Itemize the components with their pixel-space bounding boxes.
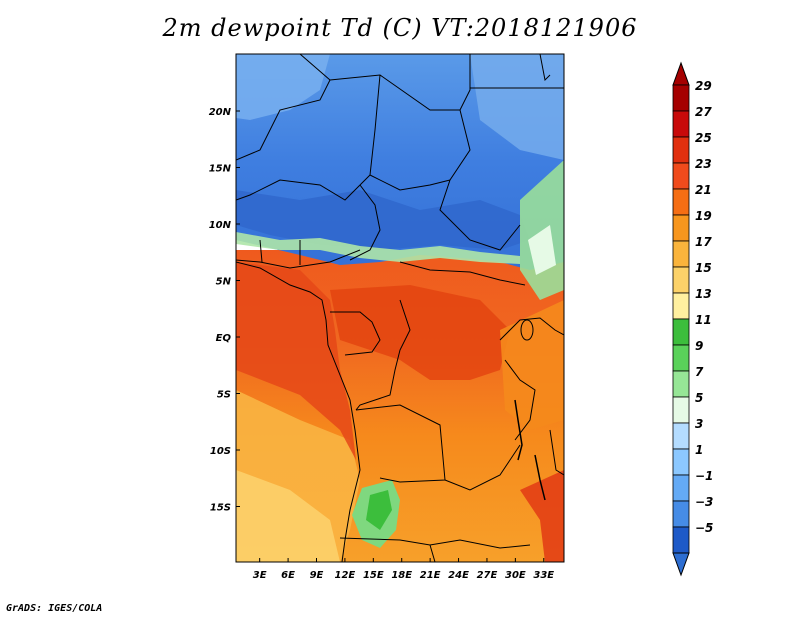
colorbar-bin (672, 136, 690, 164)
colorbar-label: 1 (695, 443, 703, 457)
red-sea-coast (539, 54, 551, 82)
map-frame (235, 53, 565, 563)
colorbar-bin (672, 162, 690, 190)
colorbar-bin (672, 292, 690, 320)
east-africa-zone (500, 300, 564, 430)
colorbar-bin (672, 396, 690, 424)
colorbar: 29 27 25 23 21 19 17 15 13 11 9 7 5 3 1 −1 −3 −5 (672, 61, 713, 577)
colorbar-label: 19 (695, 209, 712, 223)
colorbar-bin (672, 84, 690, 112)
lake-tanganyika (514, 399, 523, 461)
colorbar-label: −1 (695, 469, 713, 483)
angola-green-core (366, 490, 392, 530)
lon-tick-label: 24E (448, 570, 469, 581)
colorbar-bin (672, 474, 690, 502)
lake-malawi (534, 454, 546, 501)
colorbar-label: −3 (695, 495, 713, 509)
lat-tick-label: EQ (216, 333, 232, 344)
lon-tick-label: 27E (477, 570, 498, 581)
colorbar-label: 3 (695, 417, 703, 431)
colorbar-bin (672, 422, 690, 450)
map-title: 2m dewpoint Td (C) VT:2018121906 (162, 14, 638, 42)
colorbar-label: −5 (695, 521, 713, 535)
lat-tick-label: 15S (210, 503, 231, 514)
lon-tick-label: 21E (420, 570, 441, 581)
lat-tick-label: 10S (210, 446, 231, 457)
colorbar-bin (672, 214, 690, 242)
lon-tick-label: 9E (310, 570, 324, 581)
lon-tick-label: 18E (391, 570, 412, 581)
colorbar-label: 21 (695, 183, 712, 197)
lon-tick-label: 15E (363, 570, 384, 581)
egypt-light-patch (470, 54, 564, 160)
lon-tick-label: 6E (281, 570, 295, 581)
colorbar-label: 11 (695, 313, 712, 327)
colorbar-label: 27 (695, 105, 712, 119)
sahel-dry-band (236, 190, 530, 250)
colorbar-bin (672, 448, 690, 476)
mozambique-moist-zone (520, 470, 564, 562)
grads-credit: GrADS: IGES/COLA (6, 603, 103, 614)
colorbar-bin (672, 500, 690, 528)
colorbar-bin (672, 188, 690, 216)
longitude-axis: 3E 6E 9E 12E 15E 18E 21E 24E 27E 30E 33E (253, 558, 554, 581)
colorbar-label: 23 (695, 157, 712, 171)
colorbar-top-arrow (672, 61, 690, 86)
colorbar-bin (672, 266, 690, 294)
colorbar-bin (672, 318, 690, 346)
colorbar-label: 7 (695, 365, 704, 379)
colorbar-label: 29 (695, 79, 712, 93)
lat-tick-label: 20N (209, 107, 232, 118)
atlantic-coastline (236, 261, 361, 562)
colorbar-label: 5 (695, 391, 703, 405)
lat-tick-label: 15N (209, 164, 232, 175)
ethiopia-pale-patch (528, 225, 556, 275)
colorbar-bin (672, 370, 690, 398)
transition-band-green (236, 232, 520, 264)
latitude-axis: 20N 15N 10N 5N EQ 5S 10S 15S (209, 107, 240, 514)
colorbar-bin (672, 344, 690, 372)
colorbar-label: 15 (695, 261, 712, 275)
lat-tick-label: 5N (216, 277, 232, 288)
colorbar-bin (672, 526, 690, 554)
colorbar-label: 13 (695, 287, 712, 301)
colorbar-bin (672, 110, 690, 138)
lon-tick-label: 12E (335, 570, 356, 581)
lon-tick-label: 3E (253, 570, 267, 581)
lake-victoria (520, 319, 534, 341)
lat-tick-label: 10N (209, 220, 232, 231)
colorbar-label: 25 (695, 131, 712, 145)
congo-basin-core (330, 285, 510, 380)
colorbar-label: 9 (695, 339, 703, 353)
country-borders (236, 54, 564, 562)
atlantic-moist-band (236, 262, 356, 460)
lon-tick-label: 30E (505, 570, 526, 581)
lon-tick-label: 33E (533, 570, 554, 581)
colorbar-label: 17 (695, 235, 712, 249)
colorbar-bin (672, 240, 690, 268)
kalahari-dry-zone (236, 470, 340, 562)
colorbar-bottom-arrow (672, 552, 690, 577)
lat-tick-label: 5S (217, 390, 231, 401)
sahara-light-patch (236, 54, 330, 120)
